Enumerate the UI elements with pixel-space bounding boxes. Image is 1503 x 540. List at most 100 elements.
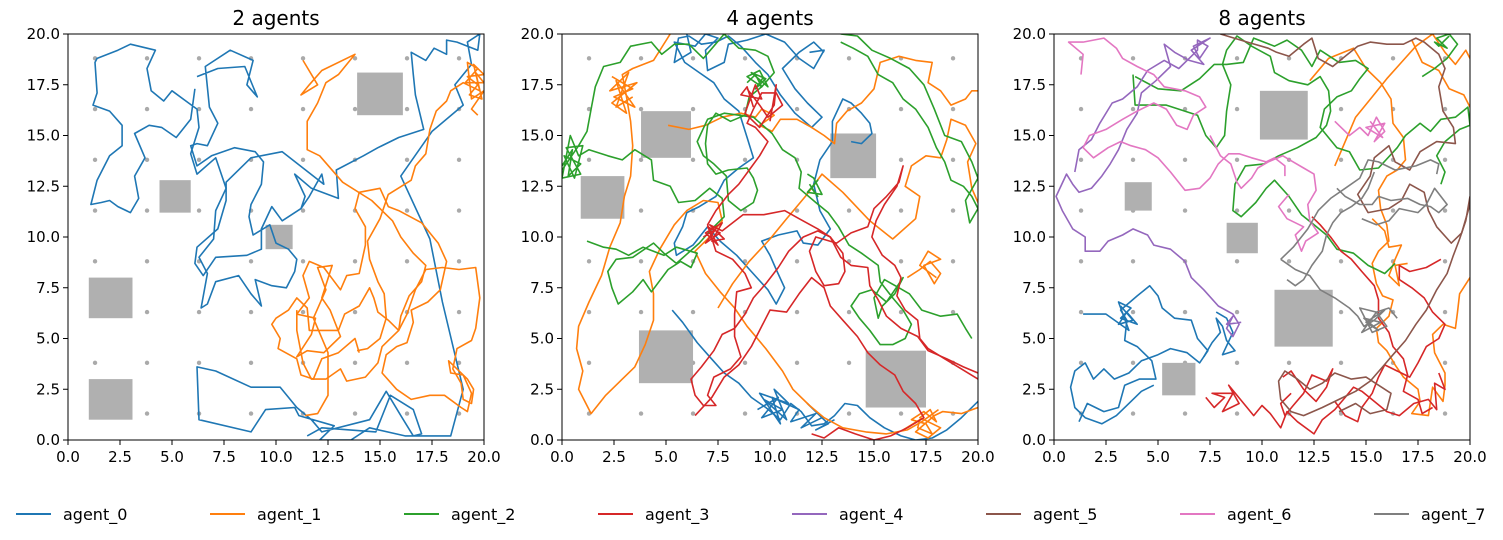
waypoint-marker xyxy=(456,411,462,416)
x-tick-label: 2.5 xyxy=(1094,448,1118,466)
x-tick-label: 2.5 xyxy=(602,448,626,466)
waypoint-marker xyxy=(1234,411,1240,416)
waypoint-marker xyxy=(742,56,748,61)
obstacle xyxy=(830,133,877,179)
y-tick-label: 0.0 xyxy=(36,431,60,449)
waypoint-marker xyxy=(1390,208,1396,213)
waypoint-marker xyxy=(144,309,150,315)
trajectory-agent_1c xyxy=(296,53,427,382)
waypoint-marker xyxy=(300,208,306,213)
trajectory-agent_2d xyxy=(746,69,769,90)
waypoint-marker xyxy=(898,309,904,315)
y-tick-label: 7.5 xyxy=(1022,279,1046,297)
waypoint-marker xyxy=(1442,411,1448,416)
waypoint-marker xyxy=(196,56,202,61)
waypoint-marker xyxy=(1338,157,1344,163)
waypoint-marker xyxy=(1182,411,1188,416)
obstacle xyxy=(641,111,691,158)
waypoint-marker xyxy=(742,411,748,416)
trajectory-agent_0b xyxy=(673,34,825,129)
waypoint-marker xyxy=(1338,360,1344,366)
x-tick-label: 7.5 xyxy=(1198,448,1222,466)
waypoint-marker xyxy=(404,106,410,112)
legend-item-agent_0: agent_0 xyxy=(16,505,127,525)
x-tick-label: 15.0 xyxy=(1349,448,1382,466)
waypoint-marker xyxy=(1234,309,1240,315)
x-tick-label: 20.0 xyxy=(467,448,500,466)
waypoint-marker xyxy=(1182,309,1188,315)
waypoint-marker xyxy=(794,309,800,315)
waypoint-marker xyxy=(1078,106,1084,112)
legend-label: agent_7 xyxy=(1421,505,1485,525)
waypoint-marker xyxy=(248,411,254,416)
waypoint-marker xyxy=(1078,360,1084,366)
waypoint-marker xyxy=(1182,157,1188,163)
y-tick-label: 12.5 xyxy=(27,177,60,195)
y-tick-label: 20.0 xyxy=(521,25,554,43)
waypoint-marker xyxy=(1130,56,1136,61)
y-tick-label: 7.5 xyxy=(530,279,554,297)
trajectories xyxy=(562,34,978,440)
x-tick-label: 5.0 xyxy=(160,448,184,466)
trajectory-agent_2 xyxy=(562,134,725,305)
y-tick-label: 20.0 xyxy=(1013,25,1046,43)
trajectory-agent_3 xyxy=(702,209,978,374)
y-tick-label: 12.5 xyxy=(521,177,554,195)
waypoint-marker xyxy=(1078,157,1084,163)
y-tick-label: 5.0 xyxy=(530,330,554,348)
x-tick-label: 7.5 xyxy=(706,448,730,466)
x-tick-label: 15.0 xyxy=(857,448,890,466)
legend-label: agent_2 xyxy=(451,505,515,525)
waypoint-marker xyxy=(950,56,956,61)
waypoint-marker xyxy=(690,157,696,163)
x-tick-label: 20.0 xyxy=(961,448,994,466)
trajectory-agent_0b xyxy=(90,43,298,309)
obstacle xyxy=(1259,90,1308,140)
y-tick-label: 10.0 xyxy=(1013,228,1046,246)
x-tick-label: 5.0 xyxy=(654,448,678,466)
waypoint-marker xyxy=(144,157,150,163)
panel-title: 8 agents xyxy=(1218,6,1305,30)
waypoint-marker xyxy=(690,106,696,112)
waypoint-marker xyxy=(1286,259,1292,264)
waypoint-marker xyxy=(352,259,358,264)
trajectory-agent_3b xyxy=(690,88,978,407)
waypoint-marker xyxy=(1338,309,1344,315)
waypoint-marker xyxy=(950,157,956,163)
x-tick-label: 15.0 xyxy=(363,448,396,466)
trajectory-agent_5 xyxy=(1220,34,1470,244)
y-tick-label: 15.0 xyxy=(521,127,554,145)
trajectory-agent_1 xyxy=(1309,47,1470,417)
waypoint-marker xyxy=(638,157,644,163)
waypoint-marker xyxy=(404,157,410,163)
trajectory-agent_1b xyxy=(356,61,484,352)
panel-1: 0.0 2.5 5.0 7.5 10.0 12.5 15.0 17.5 20.0 0.0 2.5 5.… xyxy=(521,6,995,466)
trajectory-agent_2e xyxy=(806,173,823,198)
trajectory-agent_1c xyxy=(1371,218,1408,287)
waypoint-marker xyxy=(1442,157,1448,163)
trajectory-agent_5b xyxy=(1277,196,1470,417)
waypoint-marker xyxy=(898,208,904,213)
y-tick-label: 17.5 xyxy=(521,76,554,94)
y-tick-label: 2.5 xyxy=(36,380,60,398)
x-tick-label: 5.0 xyxy=(1146,448,1170,466)
legend-label: agent_0 xyxy=(63,505,127,525)
panel-0: 0.0 2.5 5.0 7.5 10.0 12.5 15.0 17.5 20.0 0.0 2.5 5.… xyxy=(27,6,501,466)
waypoint-marker xyxy=(300,259,306,264)
x-tick-label: 10.0 xyxy=(259,448,292,466)
legend-item-agent_5: agent_5 xyxy=(986,505,1097,525)
trajectory-agent_0 xyxy=(673,34,873,305)
waypoint-marker xyxy=(1442,259,1448,264)
legend: agent_0 agent_1 agent_2 agent_3 agent_4 agent… xyxy=(16,505,1485,525)
trajectory-agent_1 xyxy=(609,71,638,114)
legend-item-agent_3: agent_3 xyxy=(598,505,709,525)
trajectory-agent_0c xyxy=(1203,311,1236,358)
trajectory-agent_0 xyxy=(1069,284,1209,425)
legend-item-agent_2: agent_2 xyxy=(404,505,515,525)
waypoint-marker xyxy=(196,106,202,112)
waypoint-marker xyxy=(456,157,462,163)
obstacle xyxy=(638,330,694,384)
waypoint-marker xyxy=(1130,360,1136,366)
waypoint-marker xyxy=(1286,56,1292,61)
trajectory-agent_7 xyxy=(1280,258,1398,334)
